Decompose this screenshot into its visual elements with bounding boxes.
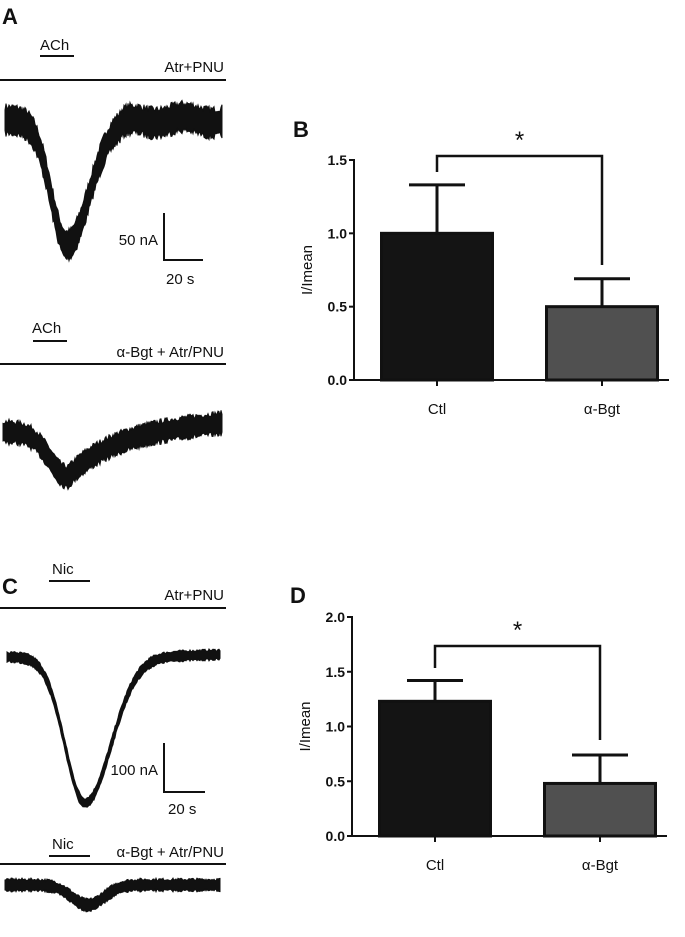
y-tick-label: 1.0 [326,719,346,735]
bar-chart-d: 0.0 0.5 1.0 1.5 2.0 I/Imean Ctl α-Bgt * [297,609,667,874]
drug-label: Nic [52,836,74,853]
y-tick-label: 1.5 [326,664,346,680]
x-tick-label: α-Bgt [584,401,621,418]
panel-label-a: A [2,4,18,29]
significance-marker: * [515,127,524,154]
drug-label: ACh [40,37,69,54]
condition-label: α-Bgt + Atr/PNU [117,844,224,861]
x-tick-label: Ctl [428,401,446,418]
y-axis-label: I/Imean [297,701,314,751]
panel-label-d: D [290,583,306,608]
scale-time: 20 s [166,271,194,288]
bar [545,305,659,382]
panel-label-c: C [2,574,18,599]
current-trace [6,648,221,808]
y-tick-label: 0.5 [326,773,346,789]
condition-label: α-Bgt + Atr/PNU [117,344,224,361]
scale-amplitude: 100 nA [110,762,158,779]
bar [380,231,494,382]
y-tick-label: 1.0 [328,225,348,241]
significance-marker: * [513,617,522,644]
scale-amplitude: 50 nA [119,232,158,249]
drug-label: Nic [52,561,74,578]
current-trace [2,410,223,491]
scale-time: 20 s [168,801,196,818]
y-tick-label: 1.5 [328,152,348,168]
y-tick-label: 2.0 [326,609,346,625]
x-tick-label: Ctl [426,857,444,874]
bar-chart-b: 0.0 0.5 1.0 1.5 I/Imean Ctl α-Bgt * [299,127,669,418]
current-trace [4,99,223,263]
panel-label-b: B [293,117,309,142]
condition-label: Atr+PNU [164,59,224,76]
bar [378,699,492,838]
bar [543,781,657,838]
y-tick-label: 0.5 [328,299,348,315]
x-tick-label: α-Bgt [582,857,619,874]
condition-label: Atr+PNU [164,587,224,604]
y-tick-label: 0.0 [328,372,348,388]
y-tick-label: 0.0 [326,828,346,844]
y-axis-label: I/Imean [299,245,316,295]
significance-bracket [433,644,602,740]
drug-label: ACh [32,320,61,337]
significance-bracket [435,154,604,265]
current-trace [4,876,221,913]
